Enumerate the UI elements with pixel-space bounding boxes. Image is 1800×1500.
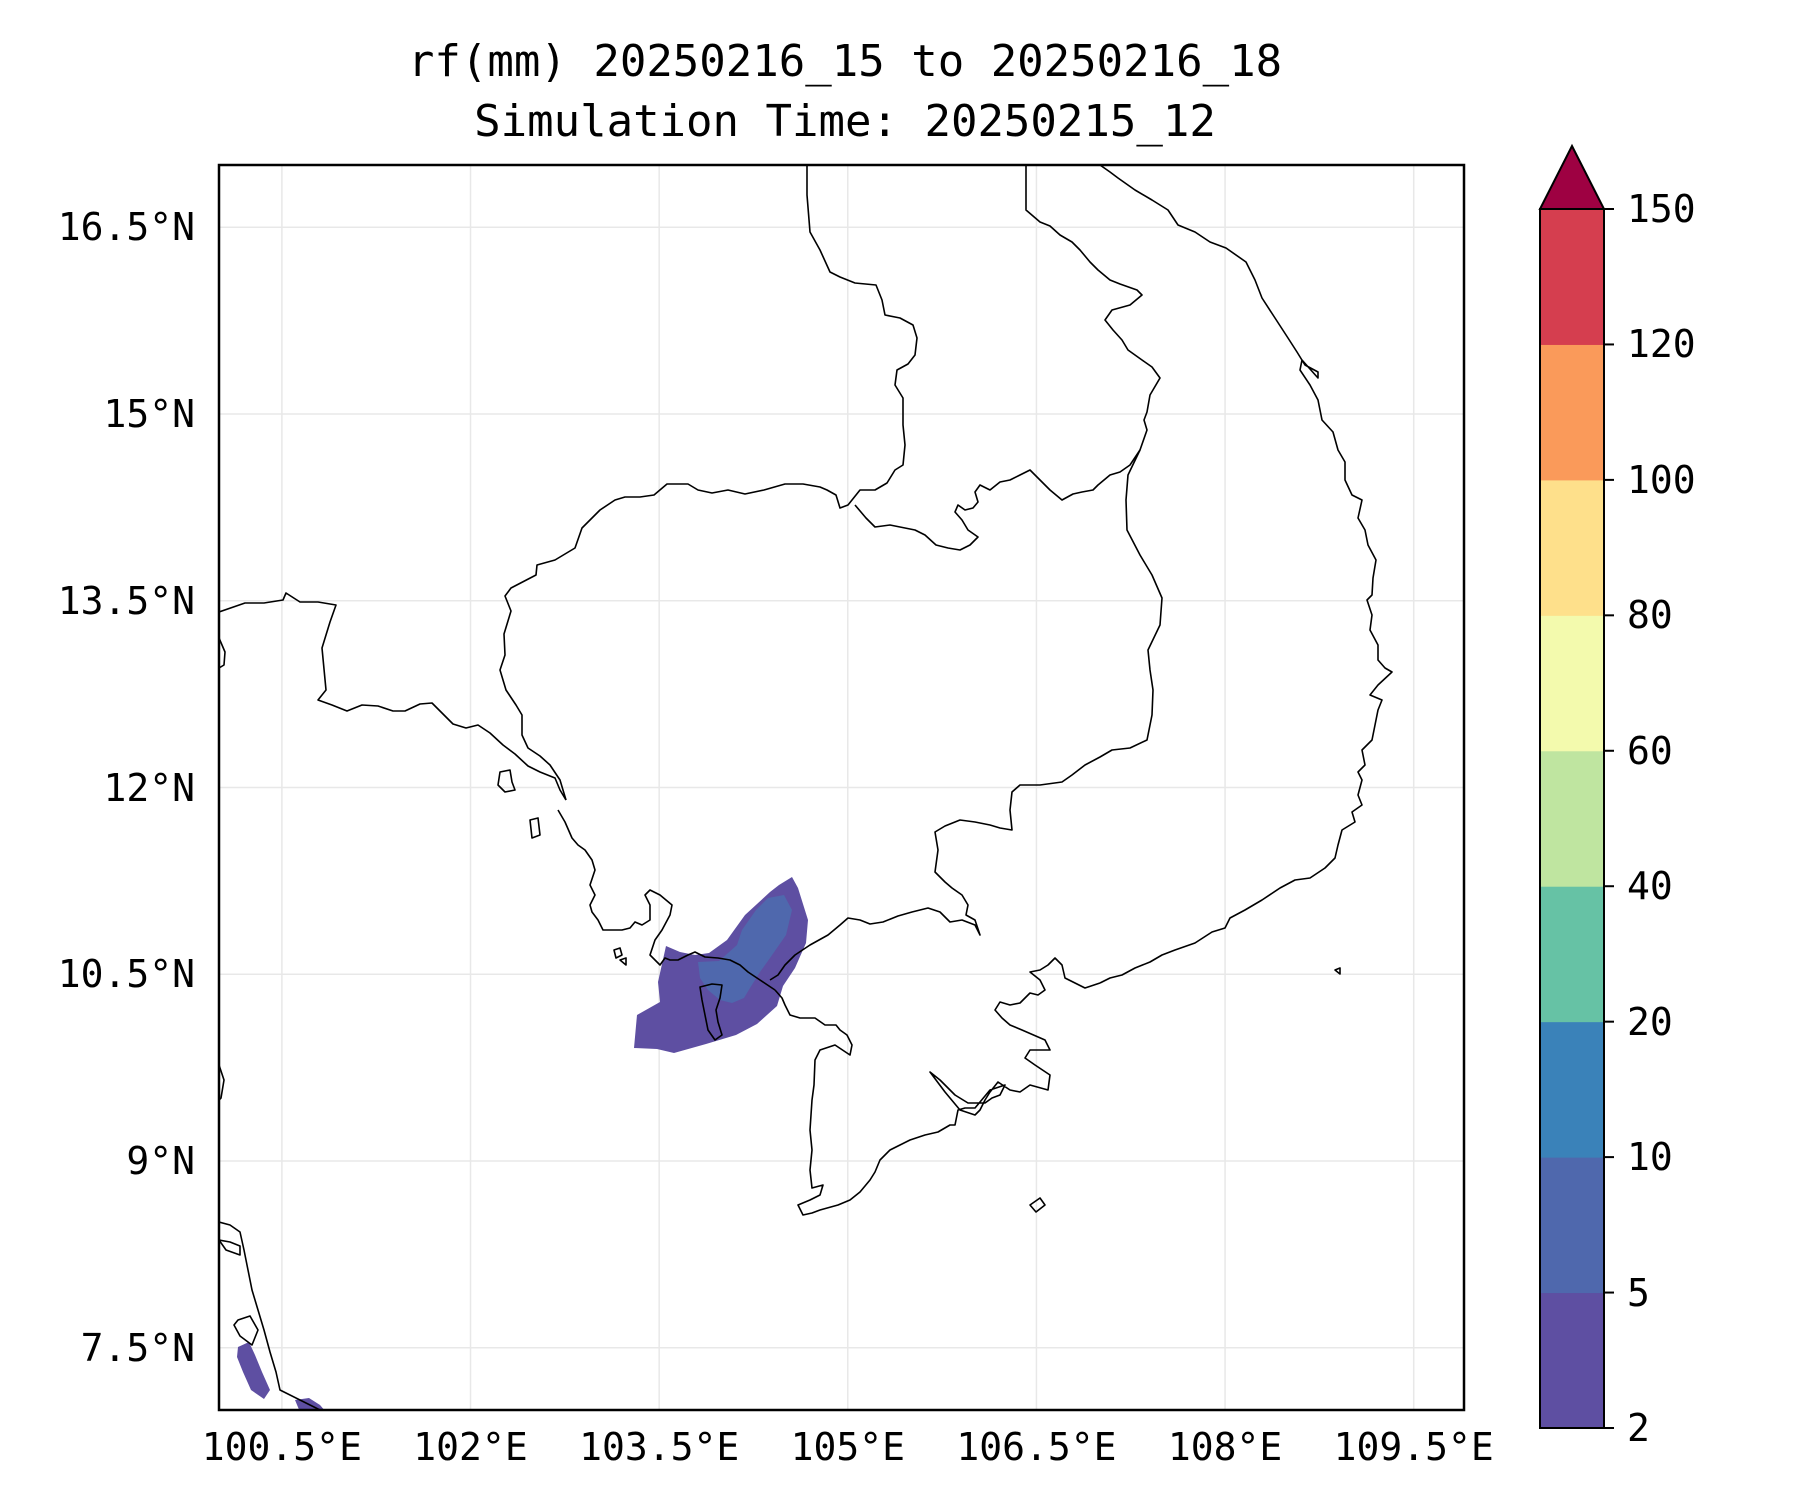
coast-mekong-delta xyxy=(774,957,1101,1216)
colorbar-tick-label: 5 xyxy=(1627,1270,1650,1315)
colorbar-bin xyxy=(1540,750,1604,887)
border-thailand-cambodia-north xyxy=(499,165,918,801)
x-tick-label: 100.5°E xyxy=(201,1425,362,1469)
x-tick-label: 102°E xyxy=(413,1425,528,1469)
y-tick-label: 7.5°N xyxy=(80,1325,195,1370)
coast-malay-peninsula xyxy=(219,637,226,669)
x-tick-label: 108°E xyxy=(1167,1425,1283,1469)
colorbar-tick-label: 40 xyxy=(1627,864,1673,909)
x-tick-label: 106.5°E xyxy=(956,1425,1117,1469)
colorbar-extend-triangle xyxy=(1538,143,1606,210)
rainfall-area-gulf xyxy=(634,877,808,1053)
colorbar-tick-label: 150 xyxy=(1627,187,1696,231)
colorbar-bin xyxy=(1540,615,1604,752)
coast-vietnam-east xyxy=(1099,165,1393,984)
coastlines-borders xyxy=(219,165,1393,1410)
colorbar-tick-label: 100 xyxy=(1627,457,1696,502)
chart-subtitle: Simulation Time: 20250215_12 xyxy=(474,96,1216,147)
y-tick-label: 9°N xyxy=(126,1139,195,1183)
colorbar-tick-label: 120 xyxy=(1627,322,1696,367)
chart-title: rf(mm) 20250216_15 to 20250216_18 xyxy=(407,36,1283,87)
y-tick-label: 12°N xyxy=(103,765,195,810)
colorbar-bin xyxy=(1540,479,1604,616)
colorbar-outline xyxy=(1539,208,1605,1429)
colorbar xyxy=(1538,143,1614,1429)
y-tick-label: 15°N xyxy=(103,392,195,436)
colorbar-tick-label: 10 xyxy=(1627,1135,1673,1180)
y-tick-label: 13.5°N xyxy=(57,578,195,623)
colorbar-tick-label: 80 xyxy=(1627,593,1673,638)
colorbar-bin xyxy=(1540,886,1604,1023)
map-frame xyxy=(217,163,1466,1412)
x-tick-label: 103.5°E xyxy=(579,1425,740,1469)
border-thailand-cambodia xyxy=(219,592,567,801)
colorbar-bin xyxy=(1540,1157,1604,1294)
colorbar-bin xyxy=(1540,209,1604,345)
colorbar-bin xyxy=(1540,1021,1604,1158)
y-tick-label: 10.5°N xyxy=(57,952,195,997)
island-phu-quoc xyxy=(699,983,723,1041)
colorbar-tick-label: 60 xyxy=(1627,728,1673,773)
x-tick-label: 109.5°E xyxy=(1333,1425,1494,1469)
x-tick-label: 105°E xyxy=(790,1425,905,1469)
coast-malay-peninsula-south xyxy=(219,1221,323,1410)
y-tick-label: 16.5°N xyxy=(57,205,195,250)
colorbar-bin xyxy=(1540,1292,1604,1429)
colorbar-tick-label: 20 xyxy=(1627,999,1673,1044)
colorbar-tick-label: 2 xyxy=(1627,1406,1650,1450)
gridlines xyxy=(219,165,1464,1410)
colorbar-bin xyxy=(1540,344,1604,481)
border-laos-vietnam xyxy=(854,165,1161,551)
coast-cambodia xyxy=(557,809,776,991)
border-cambodia-vietnam xyxy=(769,449,1163,981)
